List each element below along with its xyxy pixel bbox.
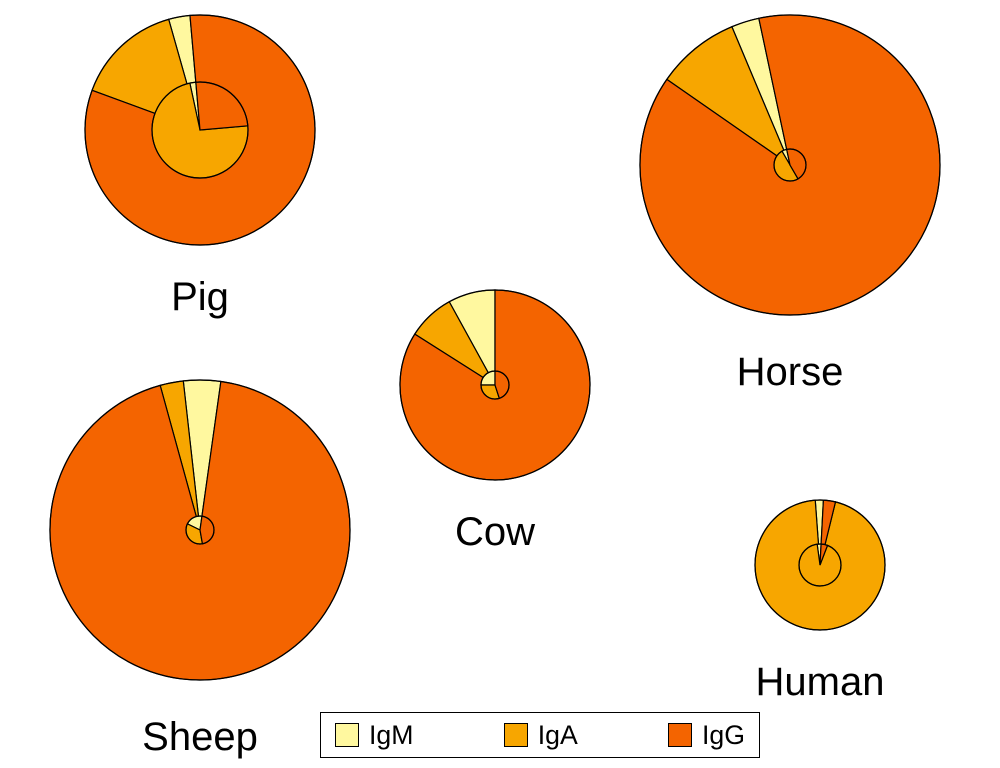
- legend-label-igm: IgM: [369, 720, 413, 751]
- legend-label-igg: IgG: [702, 720, 745, 751]
- label-sheep: Sheep: [50, 715, 350, 760]
- label-human: Human: [670, 660, 970, 705]
- legend-item-igg: IgG: [668, 720, 745, 751]
- legend-item-igm: IgM: [335, 720, 413, 751]
- label-cow: Cow: [345, 510, 645, 555]
- legend-swatch-iga: [504, 723, 528, 747]
- legend-swatch-igg: [668, 723, 692, 747]
- legend: IgM IgA IgG: [320, 712, 760, 758]
- legend-label-iga: IgA: [538, 720, 578, 751]
- label-horse: Horse: [640, 350, 940, 395]
- label-pig: Pig: [50, 275, 350, 320]
- legend-item-iga: IgA: [504, 720, 578, 751]
- legend-swatch-igm: [335, 723, 359, 747]
